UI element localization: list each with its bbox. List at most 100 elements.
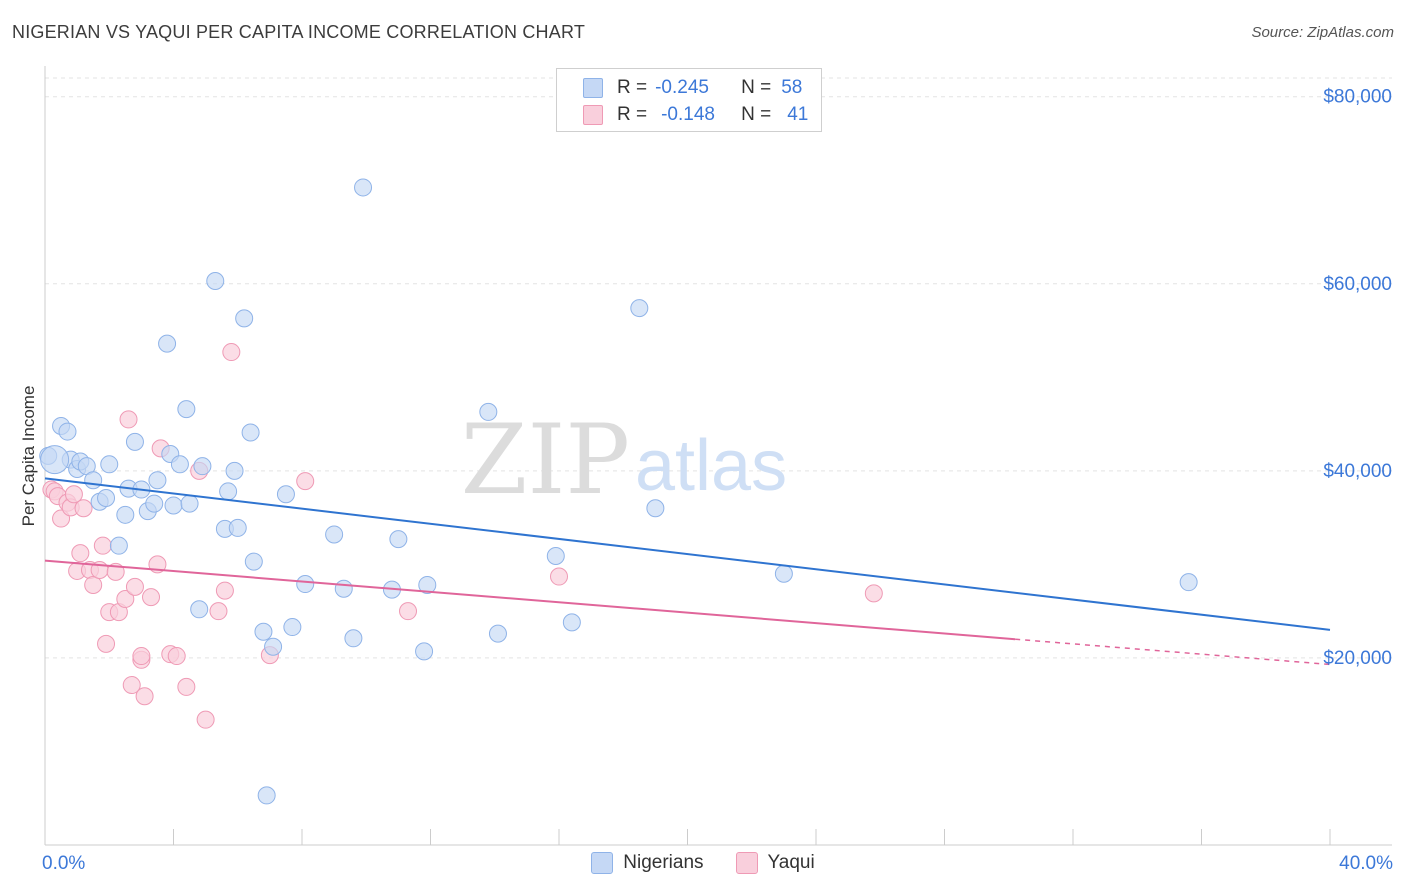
stats-legend: R = -0.245 N = 58 R = -0.148 N = 41 — [556, 68, 822, 132]
yaqui-point — [84, 575, 103, 594]
r-label: R = — [617, 104, 648, 125]
legend-row-yaqui: R = -0.148 N = 41 — [583, 103, 808, 127]
nigerians-point — [325, 525, 344, 544]
nigerians-point — [58, 422, 77, 441]
yaqui-point — [864, 584, 883, 603]
nigerians-point — [630, 299, 649, 318]
yaqui-point — [296, 472, 315, 491]
yaqui-point — [119, 410, 138, 429]
yaqui-point — [209, 602, 228, 621]
nigerians-point — [344, 629, 363, 648]
yaqui-point — [177, 677, 196, 696]
nigerians-point — [180, 494, 199, 513]
nigerians-point — [97, 488, 116, 507]
nigerians-point — [190, 600, 209, 619]
nigerians-point — [276, 485, 295, 504]
yaqui-point — [93, 536, 112, 555]
nigerians-swatch — [583, 78, 603, 98]
yaqui-point — [142, 588, 161, 607]
nigerians-point — [389, 530, 408, 549]
nigerians-point — [546, 546, 565, 565]
chart-title: NIGERIAN VS YAQUI PER CAPITA INCOME CORR… — [12, 22, 586, 42]
nigerians-point — [84, 471, 103, 490]
yaqui-point — [122, 676, 141, 695]
yaqui-point — [74, 499, 93, 518]
nigerians-point — [100, 455, 119, 474]
nigerians-points — [39, 178, 1198, 805]
nigerians-legend-swatch — [591, 852, 614, 874]
nigerians-point — [283, 618, 302, 637]
yaqui-point — [550, 567, 568, 586]
nigerians-point — [228, 518, 247, 537]
grid — [45, 77, 1392, 659]
nigerians-point — [479, 402, 498, 421]
nigerians-point — [646, 499, 665, 518]
nigerians-point — [334, 579, 353, 598]
yaqui-point — [125, 577, 144, 596]
legend-item-nigerians[interactable]: Nigerians — [591, 852, 704, 874]
nigerians-legend-label: Nigerians — [623, 852, 704, 873]
nigerians-point — [170, 455, 189, 474]
nigerians-point — [296, 575, 315, 594]
yaqui-point — [167, 647, 186, 666]
n-value: 58 — [781, 77, 803, 98]
nigerians-point — [562, 613, 581, 632]
yaqui-point — [116, 589, 135, 608]
nigerians-point — [164, 496, 183, 515]
yaqui-point — [222, 343, 241, 362]
x-tick-label: 40.0% — [1339, 853, 1393, 874]
source-label: Source: ZipAtlas.com — [1251, 24, 1394, 41]
nigerians-point — [241, 423, 260, 442]
nigerians-point — [148, 471, 167, 490]
nigerians-point — [354, 178, 373, 197]
nigerians-point — [1179, 573, 1198, 592]
yaqui-legend-label: Yaqui — [767, 852, 815, 873]
nigerians-point — [264, 637, 283, 656]
nigerians-point — [244, 552, 263, 571]
nigerians-point — [125, 432, 144, 451]
yaqui-trend-extension — [1015, 638, 1331, 666]
yaqui-point — [399, 602, 418, 621]
y-tick-label: $40,000 — [1323, 461, 1392, 482]
nigerians-point — [158, 334, 177, 353]
yaqui-points — [42, 343, 883, 729]
legend-row-nigerians: R = -0.245 N = 58 — [583, 76, 802, 100]
yaqui-point — [196, 710, 215, 729]
nigerians-point — [418, 575, 437, 594]
nigerians-point — [235, 309, 254, 328]
n-label: N = — [741, 77, 772, 98]
nigerians-point — [116, 505, 135, 524]
watermark-atlas: atlas — [635, 426, 787, 506]
r-value: -0.148 — [661, 104, 715, 125]
nigerians-trend-line — [44, 477, 1331, 631]
series-legend: Nigerians Yaqui — [0, 852, 1406, 874]
legend-item-yaqui[interactable]: Yaqui — [735, 852, 815, 874]
yaqui-trend-line — [44, 559, 1016, 641]
trend-lines — [44, 477, 1331, 666]
tick-labels: $20,000 $40,000 $60,000 $80,000 0.0% 40.0% — [42, 87, 1393, 874]
y-tick-label: $20,000 — [1323, 648, 1392, 669]
nigerians-point — [109, 536, 128, 555]
nigerians-point — [219, 482, 238, 501]
y-axis-label: Per Capita Income — [19, 386, 38, 527]
nigerians-point — [257, 786, 276, 805]
n-value: 41 — [787, 104, 809, 125]
yaqui-legend-swatch — [735, 852, 758, 874]
y-tick-label: $80,000 — [1323, 87, 1392, 108]
yaqui-point — [64, 485, 83, 504]
nigerians-point — [488, 624, 507, 643]
nigerians-point — [225, 461, 244, 480]
nigerians-point — [177, 400, 196, 419]
nigerians-point — [774, 564, 793, 583]
r-label: R = — [617, 77, 648, 98]
yaqui-point — [132, 647, 151, 666]
yaqui-point — [135, 687, 154, 706]
yaqui-point — [215, 581, 234, 600]
watermark-zip: ZIP — [461, 404, 630, 516]
r-value: -0.245 — [655, 77, 709, 98]
yaqui-point — [97, 634, 116, 653]
nigerians-point — [145, 494, 164, 513]
x-tick-label: 0.0% — [42, 853, 85, 874]
nigerians-point — [415, 642, 434, 661]
